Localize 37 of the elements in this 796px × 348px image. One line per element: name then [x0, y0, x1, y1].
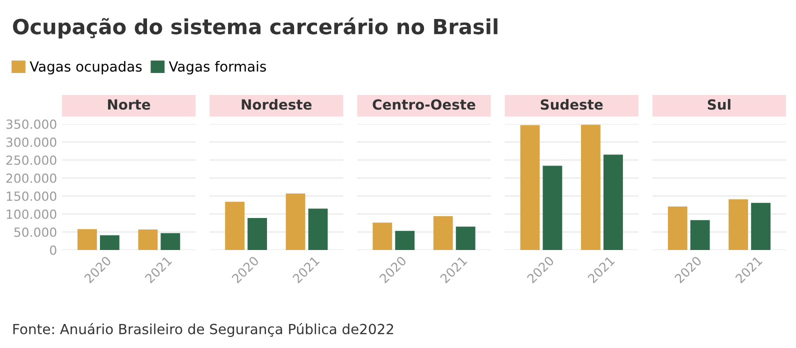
y-tick-label: 50.000: [14, 227, 56, 237]
legend-label: Vagas formais: [168, 60, 266, 74]
chart-title: Sul: [708, 99, 730, 110]
bar: [395, 230, 415, 250]
bar: [668, 206, 688, 250]
bar: [138, 229, 158, 250]
y-tick-label: 200.000: [6, 173, 56, 183]
bar: [225, 202, 245, 250]
bar: [372, 222, 392, 250]
bar: [542, 166, 562, 250]
bar: [100, 235, 120, 250]
bar: [751, 202, 771, 250]
bar: [520, 125, 540, 250]
bar: [456, 226, 476, 250]
chart-title: Nordeste: [242, 99, 312, 110]
bar: [690, 220, 710, 250]
bar: [248, 218, 267, 250]
bar: [728, 199, 748, 250]
bar: [77, 229, 97, 250]
y-tick-label: 0: [50, 245, 56, 255]
chart-title: Norte: [108, 99, 150, 110]
chart-title: Sudeste: [540, 99, 603, 110]
bar: [308, 208, 328, 250]
chart-title: Centro-Oeste: [372, 99, 476, 110]
y-tick-label: 250.000: [6, 155, 56, 165]
y-tick-label: 150.000: [6, 191, 56, 201]
source-note: Fonte: Anuário Brasileiro de Segurança Pública de2022: [13, 323, 394, 337]
bar: [160, 233, 180, 250]
y-tick-label: 350.000: [6, 119, 56, 129]
legend-label: Vagas ocupadas: [30, 60, 142, 74]
bar: [603, 154, 623, 250]
bar: [433, 216, 453, 250]
y-tick-label: 100.000: [6, 209, 56, 219]
y-tick-label: 300.000: [6, 137, 56, 147]
text: Ocupação do sistema carcerário no Brasil: [13, 18, 498, 38]
bar: [581, 124, 600, 250]
bar: [286, 193, 306, 250]
